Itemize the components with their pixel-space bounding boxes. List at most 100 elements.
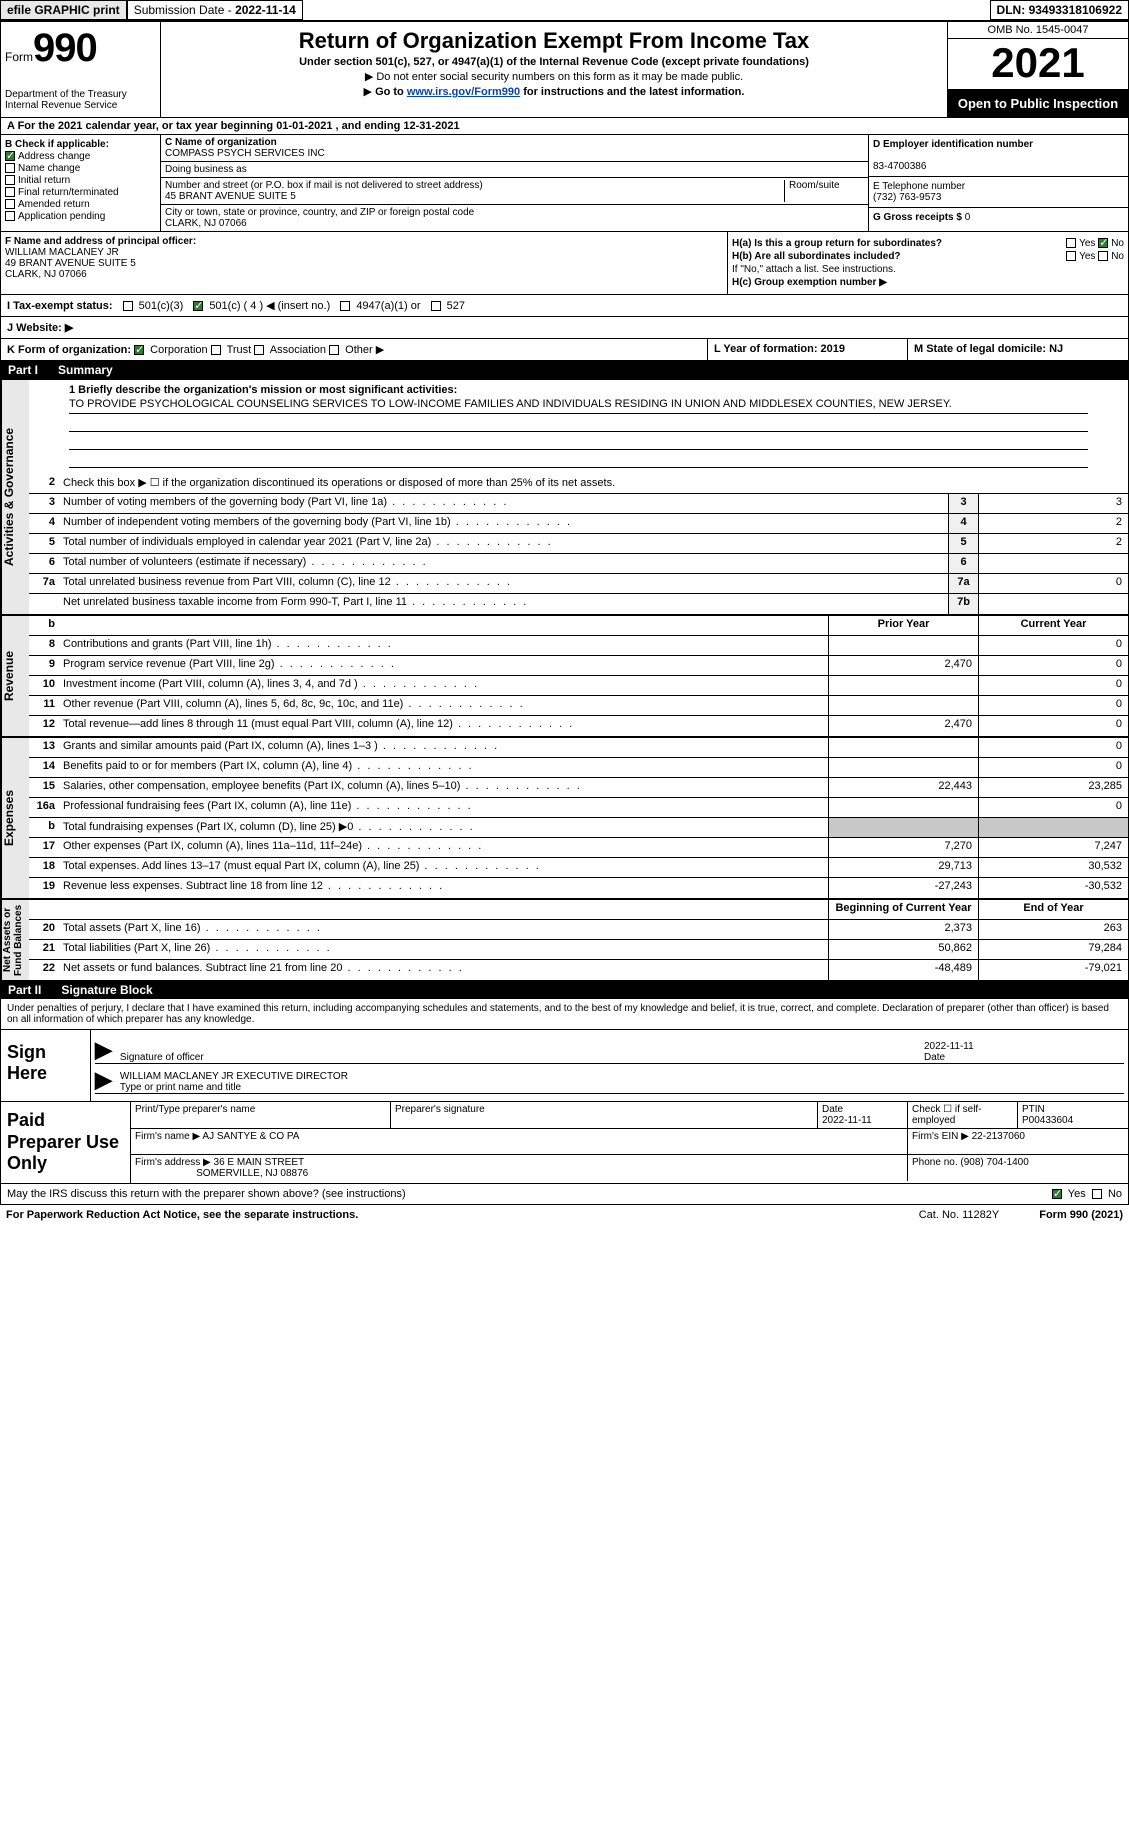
prep-check: Check ☐ if self-employed <box>908 1102 1018 1128</box>
rev-section: Revenue b Prior Year Current Year 8Contr… <box>0 615 1129 737</box>
form-ref: Form 990 (2021) <box>1039 1209 1123 1221</box>
box-f: F Name and address of principal officer:… <box>1 232 728 294</box>
open-inspection: Open to Public Inspection <box>948 90 1128 117</box>
sig-name: WILLIAM MACLANEY JR EXECUTIVE DIRECTORTy… <box>116 1071 1124 1093</box>
irs-link[interactable]: www.irs.gov/Form990 <box>407 86 520 98</box>
tax-year: 2021 <box>948 39 1128 90</box>
col-beginning: Beginning of Current Year <box>828 900 978 919</box>
pra-notice: For Paperwork Reduction Act Notice, see … <box>6 1209 358 1221</box>
prep-date: Date2022-11-11 <box>818 1102 908 1128</box>
submission-date: 2022-11-14 <box>235 3 296 17</box>
ha-label: H(a) Is this a group return for subordin… <box>732 238 942 249</box>
checkbox-icon[interactable] <box>211 345 221 355</box>
checkbox-icon <box>5 151 15 161</box>
col-end: End of Year <box>978 900 1128 919</box>
hb-note: If "No," attach a list. See instructions… <box>732 264 1124 275</box>
table-row: 12Total revenue—add lines 8 through 11 (… <box>29 716 1128 736</box>
checkbox-icon[interactable] <box>1098 251 1108 261</box>
tel-row: E Telephone number (732) 763-9573 <box>869 177 1128 208</box>
table-row: 17Other expenses (Part IX, column (A), l… <box>29 838 1128 858</box>
addr-value: 45 BRANT AVENUE SUITE 5 <box>165 191 296 202</box>
table-row: bTotal fundraising expenses (Part IX, co… <box>29 818 1128 838</box>
form-header: Form990 Department of the Treasury Inter… <box>0 21 1129 118</box>
officer-name: WILLIAM MACLANEY JR <box>5 247 119 258</box>
officer-block: F Name and address of principal officer:… <box>0 232 1129 295</box>
mission-text: TO PROVIDE PSYCHOLOGICAL COUNSELING SERV… <box>69 398 1088 414</box>
part2-header: Part II Signature Block <box>0 981 1129 999</box>
checkbox-icon <box>5 175 15 185</box>
checkbox-icon[interactable] <box>123 301 133 311</box>
checkbox-icon[interactable] <box>134 345 144 355</box>
checkbox-icon <box>5 163 15 173</box>
table-row: 7aTotal unrelated business revenue from … <box>29 574 1128 594</box>
note-goto: Go to www.irs.gov/Form990 for instructio… <box>167 85 941 98</box>
vtab-governance: Activities & Governance <box>1 380 29 614</box>
table-row: 3Number of voting members of the governi… <box>29 494 1128 514</box>
checkbox-icon[interactable] <box>1092 1189 1102 1199</box>
cat-no: Cat. No. 11282Y <box>919 1209 1000 1221</box>
status-label: I Tax-exempt status: <box>7 300 113 312</box>
goto-post: for instructions and the latest informat… <box>520 86 744 98</box>
paid-title: Paid Preparer Use Only <box>1 1102 131 1183</box>
perjury-text: Under penalties of perjury, I declare th… <box>0 999 1129 1030</box>
arrow-icon: ▶ <box>95 1037 112 1063</box>
header-right: OMB No. 1545-0047 2021 Open to Public In… <box>948 22 1128 117</box>
header-left: Form990 Department of the Treasury Inter… <box>1 22 161 117</box>
dba-label: Doing business as <box>165 164 247 175</box>
chk-name[interactable]: Name change <box>5 163 156 174</box>
mission-label: 1 Briefly describe the organization's mi… <box>69 384 457 396</box>
checkbox-icon[interactable] <box>1052 1189 1062 1199</box>
table-row: 11Other revenue (Part VIII, column (A), … <box>29 696 1128 716</box>
rev-header: b Prior Year Current Year <box>29 616 1128 636</box>
efile-label: efile GRAPHIC print <box>0 0 127 20</box>
sig-date: 2022-11-11Date <box>924 1041 1124 1063</box>
checkbox-icon[interactable] <box>1098 238 1108 248</box>
checkbox-icon[interactable] <box>1066 238 1076 248</box>
box-d: D Employer identification number 83-4700… <box>868 135 1128 231</box>
checkbox-icon <box>5 187 15 197</box>
table-row: 13Grants and similar amounts paid (Part … <box>29 738 1128 758</box>
checkbox-icon[interactable] <box>340 301 350 311</box>
gross-value: 0 <box>965 212 971 223</box>
mission-blank <box>69 416 1088 432</box>
room-label: Room/suite <box>784 180 864 202</box>
dln-label: DLN: <box>997 3 1026 17</box>
table-row: 5Total number of individuals employed in… <box>29 534 1128 554</box>
prep-ptin: PTINP00433604 <box>1018 1102 1128 1128</box>
org-name: COMPASS PSYCH SERVICES INC <box>165 148 325 159</box>
chk-application[interactable]: Application pending <box>5 211 156 222</box>
arrow-icon: ▶ <box>95 1067 112 1093</box>
table-row: 22Net assets or fund balances. Subtract … <box>29 960 1128 980</box>
part1-title: Summary <box>58 363 113 377</box>
table-row: Net unrelated business taxable income fr… <box>29 594 1128 614</box>
discuss-row: May the IRS discuss this return with the… <box>0 1184 1129 1205</box>
checkbox-icon[interactable] <box>193 301 203 311</box>
sign-block: Sign Here ▶ Signature of officer 2022-11… <box>0 1030 1129 1102</box>
gross-label: G Gross receipts $ <box>873 212 962 223</box>
checkbox-icon[interactable] <box>329 345 339 355</box>
website-label: J Website: ▶ <box>7 321 73 334</box>
prep-name-label: Print/Type preparer's name <box>131 1102 391 1128</box>
chk-final[interactable]: Final return/terminated <box>5 187 156 198</box>
table-row: 18Total expenses. Add lines 13–17 (must … <box>29 858 1128 878</box>
checkbox-icon <box>5 199 15 209</box>
chk-initial[interactable]: Initial return <box>5 175 156 186</box>
checkbox-icon[interactable] <box>254 345 264 355</box>
checkbox-icon[interactable] <box>1066 251 1076 261</box>
chk-amended[interactable]: Amended return <box>5 199 156 210</box>
m-state: M State of legal domicile: NJ <box>908 339 1128 360</box>
vtab-net: Net Assets or Fund Balances <box>1 900 29 980</box>
row-k: K Form of organization: Corporation Trus… <box>0 339 1129 361</box>
table-row: 20Total assets (Part X, line 16)2,373263 <box>29 920 1128 940</box>
table-row: 6Total number of volunteers (estimate if… <box>29 554 1128 574</box>
table-row: 16aProfessional fundraising fees (Part I… <box>29 798 1128 818</box>
address-row: Number and street (or P.O. box if mail i… <box>161 178 868 205</box>
k-label: K Form of organization: <box>7 344 131 356</box>
submission-date-cell: Submission Date - 2022-11-14 <box>127 0 303 20</box>
org-name-row: C Name of organization COMPASS PSYCH SER… <box>161 135 868 162</box>
l-year: L Year of formation: 2019 <box>708 339 908 360</box>
table-row: 10Investment income (Part VIII, column (… <box>29 676 1128 696</box>
checkbox-icon[interactable] <box>431 301 441 311</box>
part2-title: Signature Block <box>61 983 152 997</box>
chk-address[interactable]: Address change <box>5 151 156 162</box>
